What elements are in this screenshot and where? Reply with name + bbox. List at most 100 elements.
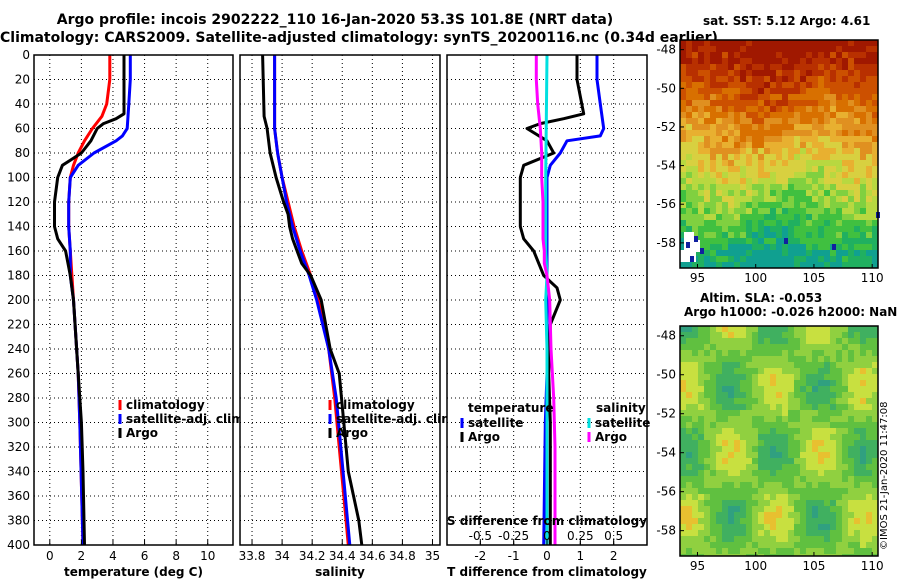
sla-map-cell [812,518,818,524]
sst-map-cell [812,232,818,238]
sst-map-cell [710,208,716,214]
sla-map-cell [794,500,800,506]
sla-map-cell [686,440,692,446]
difference-series-s-argo [534,55,557,545]
sst-map-cell [680,160,686,166]
sla-map-cell [800,386,806,392]
sst-map-cell [776,178,782,184]
sla-map-cell [758,488,764,494]
sst-map-cell [830,88,836,94]
sla-map-cell [872,452,878,458]
sst-map-cell [848,154,854,160]
sst-map-cell [842,118,848,124]
sla-map-cell [740,458,746,464]
sst-map-cell [872,82,878,88]
sst-map-cell [722,100,728,106]
sla-map-cell [776,446,782,452]
sst-map-cell [716,238,722,244]
difference-s-tick-label: -0.5 [469,529,492,543]
sst-map-cell [698,262,704,268]
sst-map-cell [704,154,710,160]
sst-map-cell [728,124,734,130]
sla-map-cell [704,332,710,338]
title-line-1: Argo profile: incois 2902222_110 16-Jan-… [56,12,614,28]
sst-map-cell [758,130,764,136]
sla-map-cell [740,434,746,440]
sla-map-cell [752,470,758,476]
sst-map-cell [770,256,776,262]
sst-map-cell [872,202,878,208]
sla-map-cell [836,518,842,524]
sst-map-cell [800,154,806,160]
sst-map-cell [800,118,806,124]
sst-map-cell [686,220,692,226]
sst-map-cell [848,244,854,250]
sst-map-cell [698,130,704,136]
sla-map-cell [782,506,788,512]
sst-map-cell [824,82,830,88]
sla-map-cell [776,524,782,530]
sst-map-cell [872,250,878,256]
sst-map-cell [734,250,740,256]
sla-map-cell [788,530,794,536]
sla-map-cell [830,410,836,416]
sla-map-cell [788,518,794,524]
sst-map-cell [776,244,782,250]
sst-map-cell [836,202,842,208]
sla-map-cell [734,386,740,392]
sla-map-cell [854,410,860,416]
sla-map-cell [710,452,716,458]
sla-map-cell [770,488,776,494]
sla-map-cell [692,470,698,476]
sst-map-cell [740,88,746,94]
sla-map-cell [758,404,764,410]
sla-map-cell [728,368,734,374]
sst-map-cell [776,136,782,142]
sla-map-cell [692,422,698,428]
sla-map-cell [698,422,704,428]
sst-map-cell [728,262,734,268]
sla-map-cell [704,470,710,476]
sla-map-cell [872,380,878,386]
sla-map-cell [764,536,770,542]
sla-map-cell [794,380,800,386]
sla-map-cell [836,326,842,332]
sla-map-cell [800,362,806,368]
sla-map-cell [848,542,854,548]
sst-map-cell [680,94,686,100]
sla-map-cell [842,386,848,392]
sla-map-cell [692,452,698,458]
sst-map-cell [770,142,776,148]
sla-map-cell [848,434,854,440]
sla-map-cell [758,422,764,428]
sst-map-cell [812,106,818,112]
sst-map-cell [836,88,842,94]
sla-map-cell [764,350,770,356]
salinity-xtick-label: 34.2 [299,549,326,563]
sst-map-cell [788,256,794,262]
sst-map-cell [836,238,842,244]
sla-map-cell [860,386,866,392]
sst-map-cell [824,112,830,118]
sst-map-cell [710,160,716,166]
sst-map-cell [788,214,794,220]
sst-map-cell [734,82,740,88]
sla-map-cell [764,488,770,494]
sla-map-cell [872,404,878,410]
sst-map-cell [842,184,848,190]
sst-map-cell [686,142,692,148]
sla-map-cell [758,362,764,368]
sst-map-cell [782,112,788,118]
sla-map-cell [734,554,740,556]
sla-map-cell [716,362,722,368]
sst-map-cell [740,208,746,214]
sst-map-cell [710,196,716,202]
sst-map-cell [824,70,830,76]
altim-label: Altim. SLA: -0.053 [700,291,823,305]
sst-map-cell [704,208,710,214]
sst-map-cell [800,244,806,250]
sst-map-cell [794,100,800,106]
sla-map-cell [806,338,812,344]
sla-map-cell [788,452,794,458]
sla-map-cell [722,416,728,422]
